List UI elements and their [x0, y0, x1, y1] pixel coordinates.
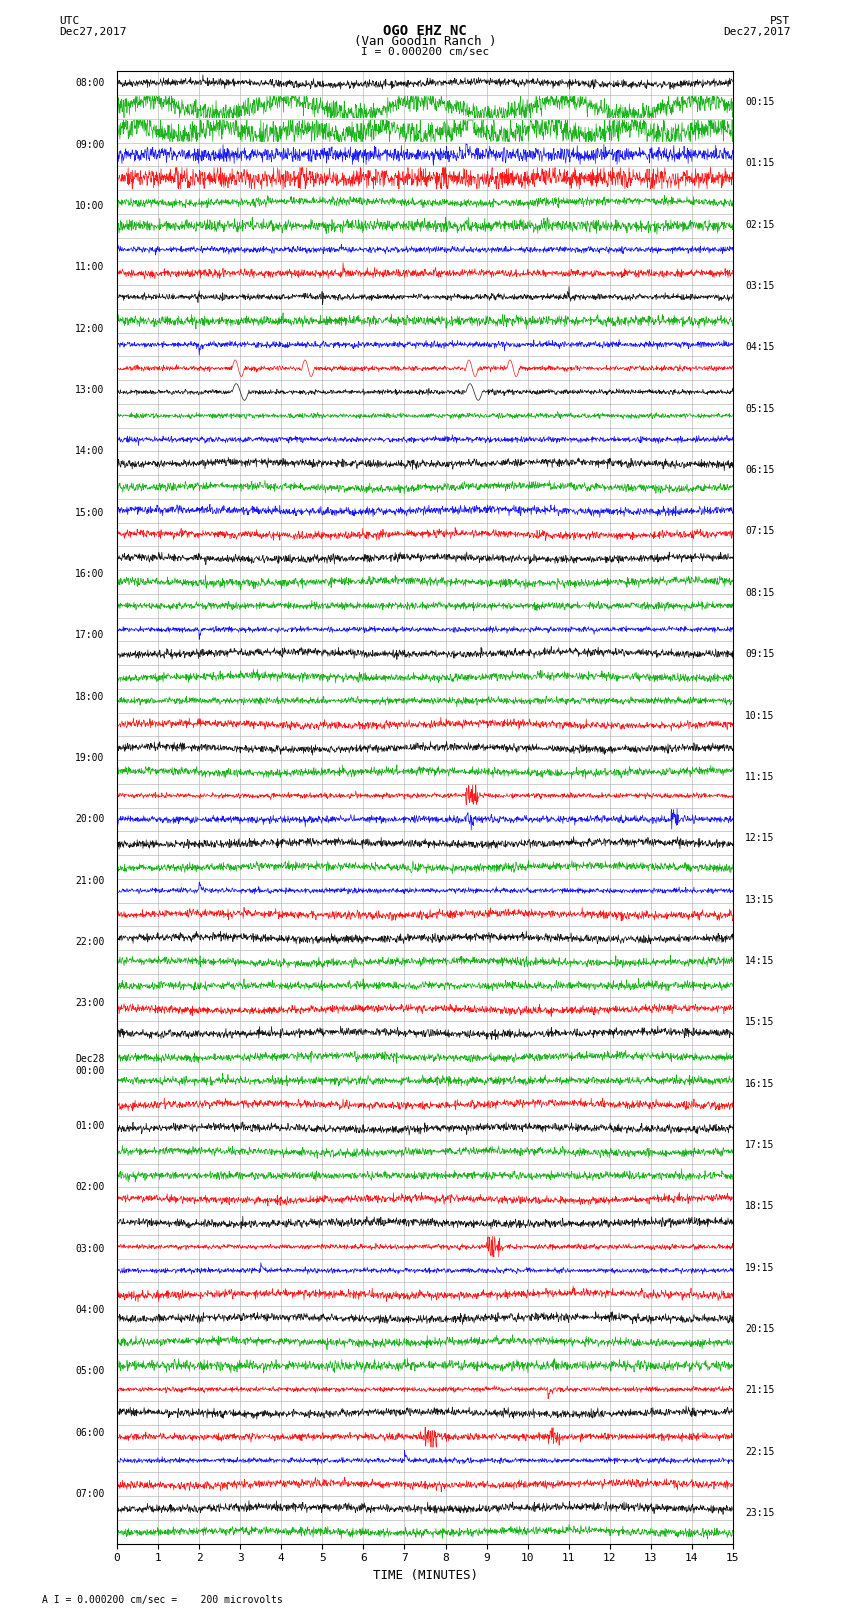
Text: 12:15: 12:15 [745, 834, 774, 844]
Text: Dec27,2017: Dec27,2017 [723, 27, 791, 37]
Text: 04:00: 04:00 [76, 1305, 105, 1315]
Text: 21:00: 21:00 [76, 876, 105, 886]
Text: 13:15: 13:15 [745, 895, 774, 905]
Text: Dec27,2017: Dec27,2017 [60, 27, 127, 37]
Text: 18:15: 18:15 [745, 1202, 774, 1211]
Text: 13:00: 13:00 [76, 386, 105, 395]
Text: 06:15: 06:15 [745, 465, 774, 476]
Text: 22:15: 22:15 [745, 1447, 774, 1457]
Text: 08:15: 08:15 [745, 587, 774, 598]
Text: 00:15: 00:15 [745, 97, 774, 106]
Text: 02:00: 02:00 [76, 1182, 105, 1192]
Text: 11:15: 11:15 [745, 773, 774, 782]
Text: 03:00: 03:00 [76, 1244, 105, 1253]
Text: 04:15: 04:15 [745, 342, 774, 353]
Text: A I = 0.000200 cm/sec =    200 microvolts: A I = 0.000200 cm/sec = 200 microvolts [42, 1595, 283, 1605]
Text: 03:15: 03:15 [745, 281, 774, 290]
Text: 01:15: 01:15 [745, 158, 774, 168]
Text: (Van Goodin Ranch ): (Van Goodin Ranch ) [354, 35, 496, 48]
Text: 20:00: 20:00 [76, 815, 105, 824]
Text: 09:15: 09:15 [745, 648, 774, 660]
Text: 15:15: 15:15 [745, 1018, 774, 1027]
Text: 16:15: 16:15 [745, 1079, 774, 1089]
Text: 18:00: 18:00 [76, 692, 105, 702]
Text: 07:15: 07:15 [745, 526, 774, 537]
Text: 19:15: 19:15 [745, 1263, 774, 1273]
Text: 14:00: 14:00 [76, 447, 105, 456]
Text: 12:00: 12:00 [76, 324, 105, 334]
Text: 17:00: 17:00 [76, 631, 105, 640]
Text: 16:00: 16:00 [76, 569, 105, 579]
Text: 08:00: 08:00 [76, 79, 105, 89]
Text: 23:15: 23:15 [745, 1508, 774, 1518]
Text: 22:00: 22:00 [76, 937, 105, 947]
Text: Dec28
00:00: Dec28 00:00 [76, 1053, 105, 1076]
Text: 19:00: 19:00 [76, 753, 105, 763]
Text: 07:00: 07:00 [76, 1489, 105, 1498]
Text: 21:15: 21:15 [745, 1386, 774, 1395]
Text: 05:00: 05:00 [76, 1366, 105, 1376]
Text: 06:00: 06:00 [76, 1428, 105, 1437]
Text: 10:00: 10:00 [76, 202, 105, 211]
Text: 20:15: 20:15 [745, 1324, 774, 1334]
Text: UTC: UTC [60, 16, 80, 26]
Text: OGO EHZ NC: OGO EHZ NC [383, 24, 467, 39]
X-axis label: TIME (MINUTES): TIME (MINUTES) [372, 1569, 478, 1582]
Text: 01:00: 01:00 [76, 1121, 105, 1131]
Text: 11:00: 11:00 [76, 263, 105, 273]
Text: 10:15: 10:15 [745, 710, 774, 721]
Text: I = 0.000200 cm/sec: I = 0.000200 cm/sec [361, 47, 489, 56]
Text: 23:00: 23:00 [76, 998, 105, 1008]
Text: 14:15: 14:15 [745, 957, 774, 966]
Text: 05:15: 05:15 [745, 403, 774, 415]
Text: 09:00: 09:00 [76, 140, 105, 150]
Text: 17:15: 17:15 [745, 1140, 774, 1150]
Text: 02:15: 02:15 [745, 219, 774, 229]
Text: PST: PST [770, 16, 790, 26]
Text: 15:00: 15:00 [76, 508, 105, 518]
